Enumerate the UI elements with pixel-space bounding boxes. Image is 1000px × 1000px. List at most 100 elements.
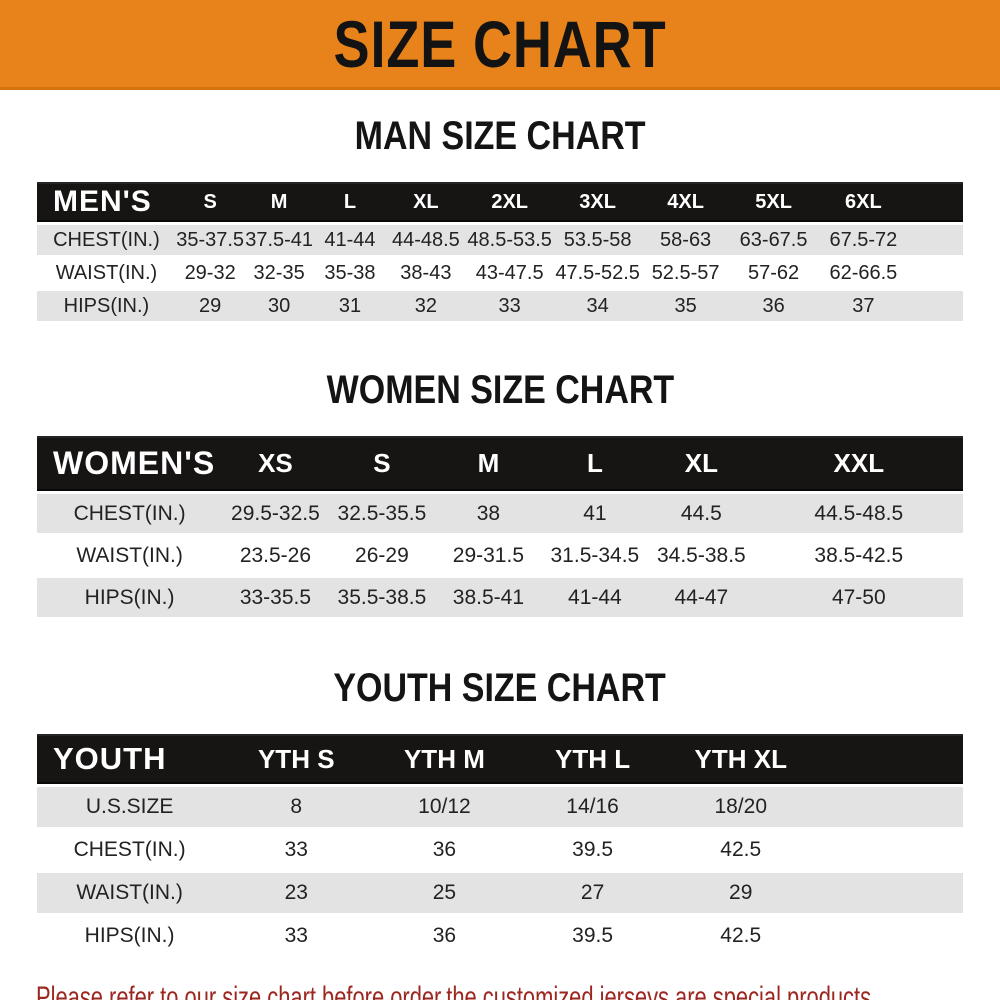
size-value-cell: 52.5-57 <box>641 258 730 288</box>
size-value-cell: 33 <box>465 291 554 321</box>
size-value-cell: 27 <box>518 873 667 913</box>
size-value-cell: 23 <box>222 873 371 913</box>
disclaimer-line-1: Please refer to our size chart before or… <box>36 981 878 1000</box>
size-column-header: L <box>313 182 387 222</box>
size-column-header: M <box>244 182 314 222</box>
size-value-cell: 26-29 <box>328 536 436 575</box>
row-label: WAIST(IN.) <box>37 258 176 288</box>
size-value-cell: 44.5 <box>648 494 755 533</box>
size-value-cell: 44.5-48.5 <box>754 494 963 533</box>
size-value-cell: 44-48.5 <box>386 225 466 255</box>
size-column-header: XL <box>648 436 755 491</box>
size-value-cell: 35-37.5 <box>175 225 245 255</box>
size-value-cell: 38 <box>435 494 542 533</box>
size-column-header: S <box>328 436 436 491</box>
measurement-row: CHEST(IN.) 29.5-32.5 32.5-35.5 38 41 44.5 44.5… <box>37 494 963 533</box>
row-label: HIPS(IN.) <box>37 291 176 321</box>
row-label: CHEST(IN.) <box>37 494 223 533</box>
size-value-cell: 37.5-41 <box>244 225 314 255</box>
size-value-cell: 32 <box>386 291 466 321</box>
size-column-header: XXL <box>754 436 963 491</box>
size-column-header: YTH L <box>518 734 667 784</box>
spacer-cell <box>909 258 963 288</box>
measurement-row: WAIST(IN.) 29-32 32-35 35-38 38-43 43-47.5 47.… <box>37 258 963 288</box>
size-column-header: XL <box>386 182 466 222</box>
size-column-header: YTH XL <box>666 734 815 784</box>
size-value-cell: 43-47.5 <box>465 258 554 288</box>
size-column-header: 3XL <box>553 182 642 222</box>
size-value-cell: 67.5-72 <box>817 225 910 255</box>
spacer-cell <box>909 291 963 321</box>
size-value-cell: 63-67.5 <box>729 225 818 255</box>
size-value-cell: 30 <box>244 291 314 321</box>
youth-size-section: YOUTH SIZE CHART YOUTH YTH S YTH M YTH L YTH… <box>0 666 1000 959</box>
size-value-cell: 42.5 <box>666 830 815 870</box>
measurement-row: CHEST(IN.) 35-37.5 37.5-41 41-44 44-48.5 48.5… <box>37 225 963 255</box>
spacer-cell <box>814 873 963 913</box>
size-value-cell: 33 <box>222 916 371 956</box>
measurement-row: U.S.SIZE 8 10/12 14/16 18/20 <box>37 787 963 827</box>
size-value-cell: 35-38 <box>313 258 387 288</box>
size-value-cell: 35 <box>641 291 730 321</box>
row-label: WAIST(IN.) <box>37 536 223 575</box>
table-header-row: WOMEN'S XS S M L XL XXL <box>37 436 963 491</box>
size-column-header: YTH M <box>370 734 519 784</box>
table-title-cell: WOMEN'S <box>37 436 223 491</box>
spacer-cell <box>814 734 963 784</box>
size-value-cell: 47-50 <box>754 578 963 617</box>
size-value-cell: 38-43 <box>386 258 466 288</box>
table-header-row: YOUTH YTH S YTH M YTH L YTH XL <box>37 734 963 784</box>
table-title-cell: YOUTH <box>37 734 223 784</box>
size-value-cell: 41-44 <box>541 578 649 617</box>
measurement-row: HIPS(IN.) 33-35.5 35.5-38.5 38.5-41 41-44 44-… <box>37 578 963 617</box>
size-value-cell: 29.5-32.5 <box>222 494 329 533</box>
table-header-row: MEN'S S M L XL 2XL 3XL 4XL 5XL 6XL <box>37 182 963 222</box>
women-size-table: WOMEN'S XS S M L XL XXL CHEST(IN.) 29.5-32.5 32.5… <box>37 433 963 620</box>
size-value-cell: 39.5 <box>518 916 667 956</box>
size-column-header: M <box>435 436 542 491</box>
table-title-cell: MEN'S <box>37 182 176 222</box>
size-column-header: 5XL <box>729 182 818 222</box>
women-size-section: WOMEN SIZE CHART WOMEN'S XS S M L XL XXL CHEST(… <box>0 368 1000 620</box>
size-value-cell: 10/12 <box>370 787 519 827</box>
size-value-cell: 34 <box>553 291 642 321</box>
spacer-cell <box>909 182 963 222</box>
size-value-cell: 18/20 <box>666 787 815 827</box>
measurement-row: WAIST(IN.) 23.5-26 26-29 29-31.5 31.5-34.5 34… <box>37 536 963 575</box>
size-value-cell: 32.5-35.5 <box>328 494 436 533</box>
size-value-cell: 47.5-52.5 <box>553 258 642 288</box>
size-column-header: XS <box>222 436 329 491</box>
size-column-header: L <box>541 436 649 491</box>
disclaimer: Please refer to our size chart before or… <box>36 979 1000 1000</box>
size-value-cell: 36 <box>729 291 818 321</box>
size-value-cell: 33 <box>222 830 371 870</box>
size-column-header: S <box>175 182 245 222</box>
spacer-cell <box>814 916 963 956</box>
size-column-header: 2XL <box>465 182 554 222</box>
size-value-cell: 42.5 <box>666 916 815 956</box>
size-value-cell: 38.5-41 <box>435 578 542 617</box>
size-value-cell: 41-44 <box>313 225 387 255</box>
size-value-cell: 62-66.5 <box>817 258 910 288</box>
size-value-cell: 41 <box>541 494 649 533</box>
size-value-cell: 31 <box>313 291 387 321</box>
page-title: SIZE CHART <box>333 6 667 81</box>
youth-section-heading: YOUTH SIZE CHART <box>333 666 667 710</box>
size-value-cell: 23.5-26 <box>222 536 329 575</box>
size-value-cell: 31.5-34.5 <box>541 536 649 575</box>
women-section-heading: WOMEN SIZE CHART <box>326 368 674 412</box>
size-value-cell: 58-63 <box>641 225 730 255</box>
size-column-header: 4XL <box>641 182 730 222</box>
size-value-cell: 8 <box>222 787 371 827</box>
size-value-cell: 34.5-38.5 <box>648 536 755 575</box>
row-label: CHEST(IN.) <box>37 830 223 870</box>
measurement-row: HIPS(IN.) 29 30 31 32 33 34 35 36 37 <box>37 291 963 321</box>
size-value-cell: 39.5 <box>518 830 667 870</box>
spacer-cell <box>814 787 963 827</box>
spacer-cell <box>814 830 963 870</box>
row-label: U.S.SIZE <box>37 787 223 827</box>
men-section-heading: MAN SIZE CHART <box>354 114 646 158</box>
size-column-header: 6XL <box>817 182 910 222</box>
measurement-row: CHEST(IN.) 33 36 39.5 42.5 <box>37 830 963 870</box>
